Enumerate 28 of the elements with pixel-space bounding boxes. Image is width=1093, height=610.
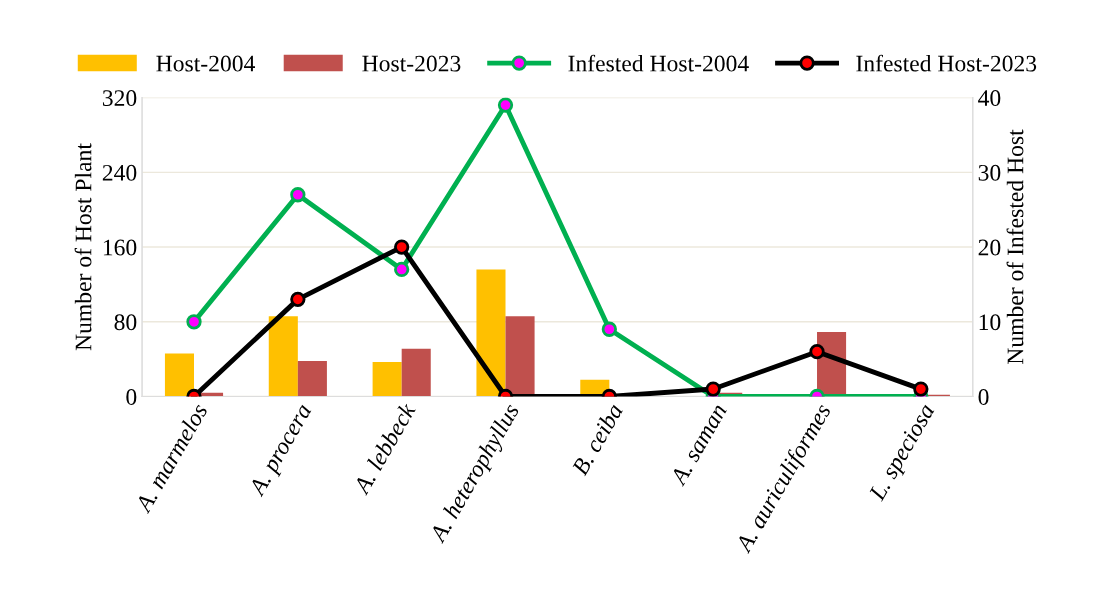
point	[601, 321, 617, 337]
bar	[164, 353, 195, 397]
bar	[476, 269, 506, 397]
legend-label: Infested Host-2004	[568, 54, 749, 72]
y-tick-label: 160	[103, 239, 137, 256]
y2-tick-label: 10	[979, 314, 1001, 331]
bar	[372, 361, 402, 397]
y-tick-label: 240	[102, 164, 137, 181]
bar	[401, 348, 431, 397]
bar	[297, 361, 327, 397]
bar	[268, 316, 298, 397]
point	[290, 291, 306, 307]
y-tick-label: 320	[102, 90, 137, 107]
y-tick-label: 0	[126, 388, 137, 405]
point	[394, 261, 410, 278]
y2-tick-label: 30	[978, 164, 1001, 181]
y2-tick-label: 20	[978, 239, 1001, 256]
point	[394, 239, 410, 255]
y2-tick-label: 0	[978, 388, 989, 405]
legend-label: Infested Host-2023	[856, 54, 1037, 72]
legend-label: Host-2023	[362, 55, 461, 72]
y2-axis-title: Number of Infested Host	[1006, 129, 1024, 365]
y-axis-title: Number of Host Plant	[74, 143, 92, 351]
y2-tick-label: 40	[978, 90, 1001, 107]
point	[290, 187, 306, 203]
bar	[505, 316, 535, 397]
legend-label: Host-2004	[156, 55, 255, 72]
y-tick-label: 80	[114, 314, 137, 331]
